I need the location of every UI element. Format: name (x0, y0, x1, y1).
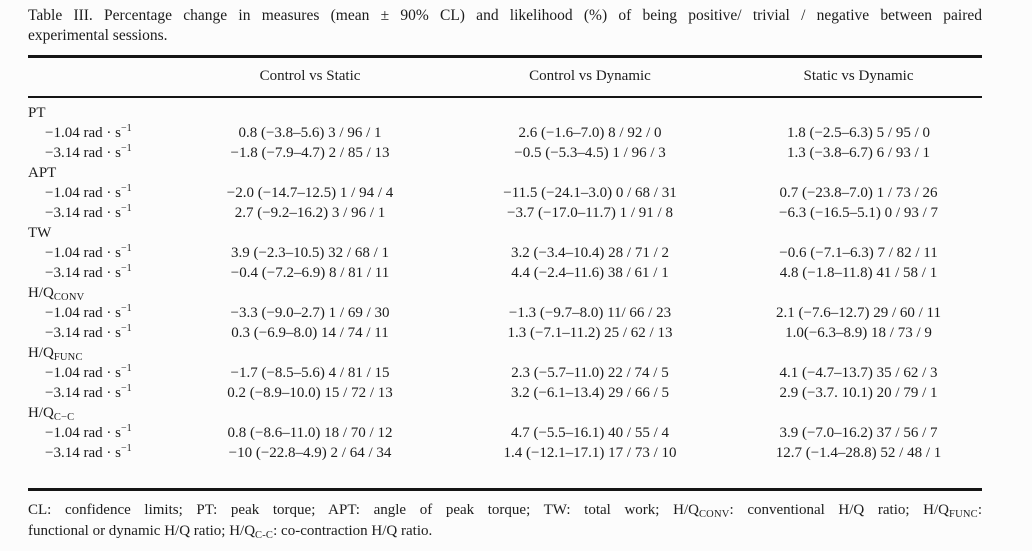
table-caption: Table III. Percentage change in measures… (28, 6, 982, 46)
column-header-row: Control vs Static Control vs Dynamic Sta… (28, 58, 982, 96)
table-row: −3.14 rad · s−1 2.7 (−9.2–16.2) 3 / 96 / … (28, 203, 982, 223)
cell-value-col3: 3.9 (−7.0–16.2) 37 / 56 / 7 (779, 425, 938, 441)
cell-value-col1: 2.7 (−9.2–16.2) 3 / 96 / 1 (234, 205, 386, 221)
table-group-row: H/QFUNC (28, 343, 982, 363)
row-label-angular-velocity: −3.14 rad · s−1 (45, 143, 132, 162)
table-group-row: H/QC−C (28, 403, 982, 423)
cell-value-col2: −3.7 (−17.0–11.7) 1 / 91 / 8 (507, 205, 673, 221)
cell-value-col3: 0.7 (−23.8–7.0) 1 / 73 / 26 (779, 185, 938, 201)
cell-value-col3: −0.6 (−7.1–6.3) 7 / 82 / 11 (779, 245, 938, 261)
cell-value-col3: 4.8 (−1.8–11.8) 41 / 58 / 1 (779, 265, 938, 281)
cell-value-col1: −3.3 (−9.0–2.7) 1 / 69 / 30 (230, 305, 390, 321)
cell-value-col3: 2.1 (−7.6–12.7) 29 / 60 / 11 (776, 305, 941, 321)
row-label-angular-velocity: −1.04 rad · s−1 (45, 423, 132, 442)
row-label-angular-velocity: −1.04 rad · s−1 (45, 123, 132, 142)
cell-value-col2: 4.4 (−2.4–11.6) 38 / 61 / 1 (511, 265, 669, 281)
table-row: −1.04 rad · s−1 3.9 (−2.3–10.5) 32 / 68 /… (28, 243, 982, 263)
table-group-label: APT (28, 165, 57, 181)
cell-value-col2: −11.5 (−24.1–3.0) 0 / 68 / 31 (503, 185, 677, 201)
cell-value-col3: 12.7 (−1.4–28.8) 52 / 48 / 1 (775, 445, 942, 461)
row-label-angular-velocity: −1.04 rad · s−1 (45, 363, 132, 382)
cell-value-col3: 1.0(−6.3–8.9) 18 / 73 / 9 (785, 325, 932, 341)
table-group-row: APT (28, 163, 982, 183)
table-group-row: PT (28, 103, 982, 123)
cell-value-col2: 1.3 (−7.1–11.2) 25 / 62 / 13 (507, 325, 673, 341)
cell-value-col3: 1.8 (−2.5–6.3) 5 / 95 / 0 (786, 125, 931, 141)
row-label-angular-velocity: −1.04 rad · s−1 (45, 243, 132, 262)
table-row: −3.14 rad · s−1 0.3 (−6.9–8.0) 14 / 74 / … (28, 323, 982, 343)
cell-value-col3: 4.1 (−4.7–13.7) 35 / 62 / 3 (779, 365, 938, 381)
cell-value-col2: −1.3 (−9.7–8.0) 11/ 66 / 23 (508, 305, 672, 321)
column-header-control-vs-dynamic: Control vs Dynamic (529, 68, 651, 84)
cell-value-col1: 0.3 (−6.9–8.0) 14 / 74 / 11 (231, 325, 389, 341)
cell-value-col3: 1.3 (−3.8–6.7) 6 / 93 / 1 (786, 145, 931, 161)
table-group-label: H/QFUNC (28, 345, 83, 363)
cell-value-col2: 2.6 (−1.6–7.0) 8 / 92 / 0 (518, 125, 662, 141)
table-bottom-gap (28, 463, 982, 488)
table-group-row: TW (28, 223, 982, 243)
cell-value-col1: −10 (−22.8–4.9) 2 / 64 / 34 (228, 445, 392, 461)
row-label-angular-velocity: −3.14 rad · s−1 (45, 323, 132, 342)
cell-value-col2: 3.2 (−3.4–10.4) 28 / 71 / 2 (510, 245, 670, 261)
table-row: −3.14 rad · s−1 −0.4 (−7.2–6.9) 8 / 81 / … (28, 263, 982, 283)
table-body: PT −1.04 rad · s−1 0.8 (−3.8–5.6) 3 / 96 /… (28, 98, 982, 463)
table-group-row: H/QCONV (28, 283, 982, 303)
cell-value-col1: −1.8 (−7.9–4.7) 2 / 85 / 13 (230, 145, 390, 161)
cell-value-col1: −1.7 (−8.5–5.6) 4 / 81 / 15 (230, 365, 390, 381)
caption-line-2: experimental sessions. (28, 27, 168, 44)
row-label-angular-velocity: −3.14 rad · s−1 (45, 383, 132, 402)
row-label-angular-velocity: −3.14 rad · s−1 (45, 443, 132, 462)
row-label-angular-velocity: −3.14 rad · s−1 (45, 203, 132, 222)
table-row: −1.04 rad · s−1 −3.3 (−9.0–2.7) 1 / 69 / … (28, 303, 982, 323)
row-label-angular-velocity: −3.14 rad · s−1 (45, 263, 132, 282)
column-header-static-vs-dynamic: Static vs Dynamic (803, 68, 914, 84)
table-group-label: H/QCONV (28, 285, 85, 303)
table-row: −1.04 rad · s−1 −1.7 (−8.5–5.6) 4 / 81 / … (28, 363, 982, 383)
cell-value-col2: −0.5 (−5.3–4.5) 1 / 96 / 3 (514, 145, 666, 161)
cell-value-col3: 2.9 (−3.7. 10.1) 20 / 79 / 1 (779, 385, 938, 401)
table-row: −3.14 rad · s−1 −1.8 (−7.9–4.7) 2 / 85 / … (28, 143, 982, 163)
footnote-line-1: CL: confidence limits; PT: peak torque; … (28, 502, 983, 520)
cell-value-col2: 2.3 (−5.7–11.0) 22 / 74 / 5 (511, 365, 669, 381)
bottom-rule (28, 488, 982, 491)
cell-value-col3: −6.3 (−16.5–5.1) 0 / 93 / 7 (779, 205, 938, 221)
cell-value-col1: 0.8 (−3.8–5.6) 3 / 96 / 1 (238, 125, 382, 141)
cell-value-col2: 1.4 (−12.1–17.1) 17 / 73 / 10 (503, 445, 677, 461)
cell-value-col1: −2.0 (−14.7–12.5) 1 / 94 / 4 (226, 185, 394, 201)
cell-value-col1: 3.9 (−2.3–10.5) 32 / 68 / 1 (230, 245, 390, 261)
table-row: −1.04 rad · s−1 0.8 (−3.8–5.6) 3 / 96 / 1… (28, 123, 982, 143)
table-group-label: H/QC−C (28, 405, 75, 423)
table-group-label: TW (28, 225, 52, 241)
caption-line-1: Table III. Percentage change in measures… (28, 7, 982, 24)
table-row: −3.14 rad · s−1 −10 (−22.8–4.9) 2 / 64 / … (28, 443, 982, 463)
cell-value-col1: 0.8 (−8.6–11.0) 18 / 70 / 12 (227, 425, 393, 441)
footnote-line-2: functional or dynamic H/Q ratio; H/QC-C:… (28, 523, 433, 541)
table-footnote: CL: confidence limits; PT: peak torque; … (28, 500, 982, 542)
cell-value-col1: −0.4 (−7.2–6.9) 8 / 81 / 11 (230, 265, 390, 281)
header-rule (28, 96, 982, 98)
column-header-control-vs-static: Control vs Static (259, 68, 361, 84)
cell-value-col1: 0.2 (−8.9–10.0) 15 / 72 / 13 (227, 385, 393, 401)
cell-value-col2: 3.2 (−6.1–13.4) 29 / 66 / 5 (510, 385, 670, 401)
table-row: −1.04 rad · s−1 0.8 (−8.6–11.0) 18 / 70 /… (28, 423, 982, 443)
table-row: −3.14 rad · s−1 0.2 (−8.9–10.0) 15 / 72 /… (28, 383, 982, 403)
table-row: −1.04 rad · s−1 −2.0 (−14.7–12.5) 1 / 94 … (28, 183, 982, 203)
top-rule (28, 55, 982, 58)
cell-value-col2: 4.7 (−5.5–16.1) 40 / 55 / 4 (510, 425, 670, 441)
table-group-label: PT (28, 105, 46, 121)
row-label-angular-velocity: −1.04 rad · s−1 (45, 183, 132, 202)
row-label-angular-velocity: −1.04 rad · s−1 (45, 303, 132, 322)
